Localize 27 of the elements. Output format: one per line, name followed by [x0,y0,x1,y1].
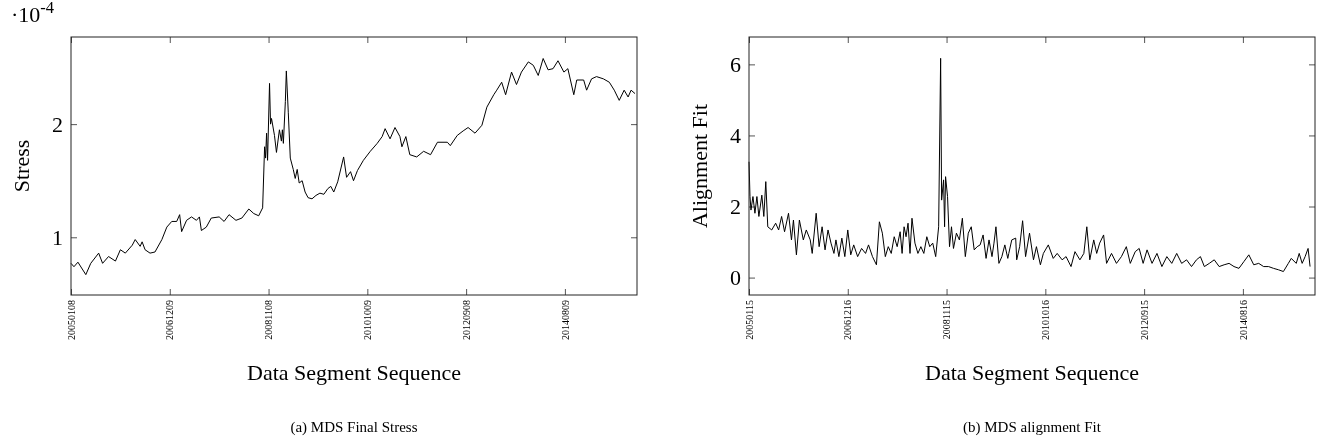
x-tick-label: 20061209 [164,300,176,340]
x-tick-label: 20101016 [1040,300,1052,340]
x-tick-label: 20120915 [1138,300,1150,340]
y-tick-label: 2 [730,194,741,220]
y-tick-label: 0 [730,265,741,291]
text: ·10$^{-4}$ [11,0,55,27]
line-series [748,57,1311,273]
y-tick-label: 4 [730,122,741,148]
x-tick-label: 20081115 [941,300,953,340]
x-tick-label: 20101009 [362,300,374,340]
x-tick-label: 20081108 [263,300,275,340]
x-tick-label: 20140816 [1237,300,1249,340]
x-tick-label: 20061216 [842,300,854,340]
y-tick-label: 6 [730,51,741,77]
x-tick-label: 20140809 [559,300,571,340]
x-tick-label: 20050115 [743,300,755,340]
x-axis-title: Data Segment Sequence [925,360,1139,385]
text: (b) MDS alignment Fit [963,419,1102,436]
line-series [70,58,636,276]
text: (a) MDS Final Stress [290,419,418,436]
y-axis-title: Alignment Fit [687,103,712,229]
x-tick-label: 20120908 [460,300,472,340]
y-tick-label: 1 [52,224,63,250]
y-axis-title: Stress [9,139,34,193]
x-axis-title: Data Segment Sequence [247,360,461,385]
x-tick-label: 20050108 [65,300,77,340]
y-tick-label: 2 [52,111,63,137]
